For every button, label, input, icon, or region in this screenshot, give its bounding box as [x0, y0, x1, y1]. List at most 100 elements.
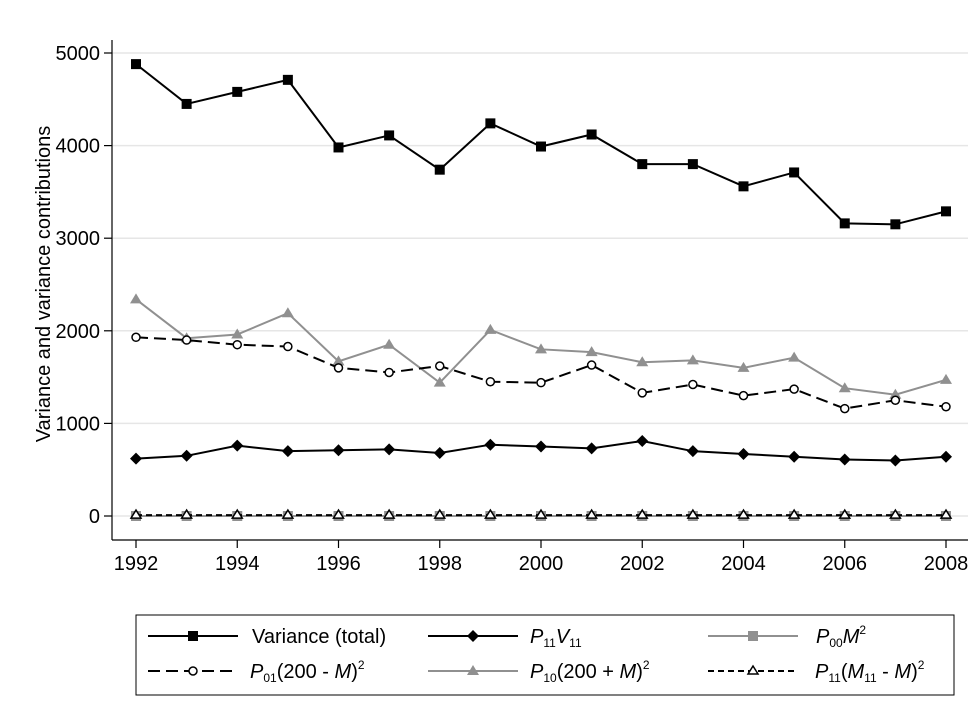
x-tick-label-1994: 1994	[215, 553, 260, 575]
y-tick-label-1000: 1000	[56, 413, 101, 435]
point-variance-total-2002	[637, 159, 648, 170]
x-tick-label-2004: 2004	[721, 553, 766, 575]
point-p10-2005	[788, 351, 801, 362]
point-variance-total-1998	[434, 164, 445, 175]
point-p01-2005	[789, 384, 799, 394]
legend-swatch-p01	[148, 666, 238, 676]
legend-marker-p00m2	[748, 631, 758, 641]
point-p10-2000	[535, 343, 547, 354]
legend-swatch-p00m2	[708, 631, 798, 641]
point-p11v11-2008	[940, 450, 952, 463]
series-p01	[131, 332, 951, 414]
series-p11v11	[130, 434, 952, 467]
point-p11m11-1995	[281, 508, 295, 519]
y-tick-label-2000: 2000	[56, 321, 101, 343]
point-p10-2008	[940, 373, 952, 384]
point-p11v11-1996	[332, 444, 345, 457]
point-p11m11-2007	[889, 508, 902, 519]
point-p01-1998	[435, 361, 445, 371]
legend: Variance (total) P11V11 P00M2 P01(200 - …	[148, 623, 925, 685]
legend-marker-p11v11	[467, 630, 479, 642]
point-p11v11-2006	[838, 453, 851, 466]
point-p01-2000	[536, 377, 546, 388]
point-p01-2004	[738, 390, 749, 401]
point-variance-total-2007	[890, 219, 901, 230]
y-tick-label-4000: 4000	[56, 136, 101, 158]
legend-swatch-p11m11	[708, 664, 798, 675]
point-p11v11-2002	[636, 434, 649, 447]
series-layer	[129, 59, 953, 521]
point-p11m11-2005	[787, 508, 801, 519]
point-p10-2004	[737, 361, 750, 372]
point-p01-2001	[586, 360, 597, 370]
point-p01-2003	[688, 379, 698, 390]
legend-item-p00m2: P00M2	[708, 623, 866, 650]
x-tick-label-1992: 1992	[114, 553, 159, 575]
point-p11m11-1993	[180, 508, 193, 519]
point-p11m11-2003	[686, 508, 700, 519]
legend-marker-p01	[188, 666, 198, 676]
point-p11v11-2003	[686, 445, 699, 458]
point-p11m11-2002	[635, 508, 649, 519]
point-variance-total-2001	[586, 129, 597, 140]
series-variance-total	[131, 59, 951, 230]
point-p11v11-1994	[231, 439, 244, 452]
point-p10-1995	[281, 307, 294, 318]
point-p10-1999	[484, 323, 497, 334]
point-p11m11-1997	[382, 508, 396, 519]
point-p11m11-2001	[585, 508, 598, 519]
x-tick-label-2000: 2000	[519, 553, 564, 575]
point-p10-2003	[686, 354, 699, 365]
point-p11v11-1995	[281, 445, 294, 458]
legend-label-p01: P01(200 - M)2	[250, 658, 365, 685]
legend-swatch-variance-total	[148, 631, 238, 641]
point-variance-total-2004	[738, 181, 749, 192]
legend-marker-p11m11	[746, 664, 760, 675]
series-line-p01	[135, 336, 947, 410]
legend-label-p11m11: P11(M11 - M)2	[815, 658, 925, 685]
point-p11v11-2004	[737, 447, 750, 460]
legend-item-p11m11: P11(M11 - M)2	[708, 658, 925, 685]
legend-label-p00m2: P00M2	[816, 623, 866, 650]
point-p01-1995	[283, 341, 293, 352]
x-tick-label-1998: 1998	[418, 553, 463, 575]
point-p10-1997	[383, 338, 396, 349]
point-p11m11-2008	[939, 508, 953, 519]
legend-label-variance-total: Variance (total)	[252, 626, 386, 648]
point-p01-2007	[890, 395, 901, 405]
x-tick-label-2002: 2002	[620, 553, 665, 575]
x-tick-label-2008: 2008	[924, 553, 969, 575]
point-variance-total-2006	[839, 218, 850, 229]
point-variance-total-1997	[384, 130, 395, 141]
point-p10-1996	[332, 355, 345, 366]
point-p11v11-2000	[535, 440, 547, 453]
axes: 0 1000 2000 3000 4000 5000 1992 1994 1996 1998 200…	[56, 40, 969, 575]
legend-label-p10: P10(200 + M)2	[530, 658, 650, 685]
point-variance-total-1992	[131, 59, 141, 70]
point-p10-1998	[433, 376, 446, 387]
legend-marker-variance-total	[188, 631, 198, 641]
point-variance-total-2005	[789, 167, 800, 178]
legend-item-p11v11: P11V11	[428, 626, 582, 650]
legend-label-p11v11: P11V11	[530, 626, 582, 650]
x-tick-label-2006: 2006	[823, 553, 868, 575]
point-p11m11-1999	[484, 508, 497, 519]
point-variance-total-1993	[181, 98, 192, 109]
point-p11v11-1993	[180, 449, 193, 462]
point-p10-2006	[838, 382, 851, 393]
point-p01-1996	[333, 363, 344, 373]
point-p11m11-1998	[433, 508, 447, 519]
y-tick-label-3000: 3000	[56, 228, 101, 250]
y-tick-label-0: 0	[89, 506, 100, 528]
point-p11m11-2004	[737, 508, 750, 519]
legend-box	[135, 614, 955, 696]
point-p01-1999	[485, 376, 496, 387]
point-variance-total-1999	[485, 118, 496, 129]
point-variance-total-2003	[687, 159, 698, 170]
point-p11v11-2005	[788, 450, 801, 463]
point-p11v11-1998	[433, 447, 446, 460]
point-p01-1993	[181, 335, 192, 345]
point-variance-total-2000	[536, 141, 546, 152]
y-axis-label: Variance and variance contributions	[33, 126, 55, 442]
